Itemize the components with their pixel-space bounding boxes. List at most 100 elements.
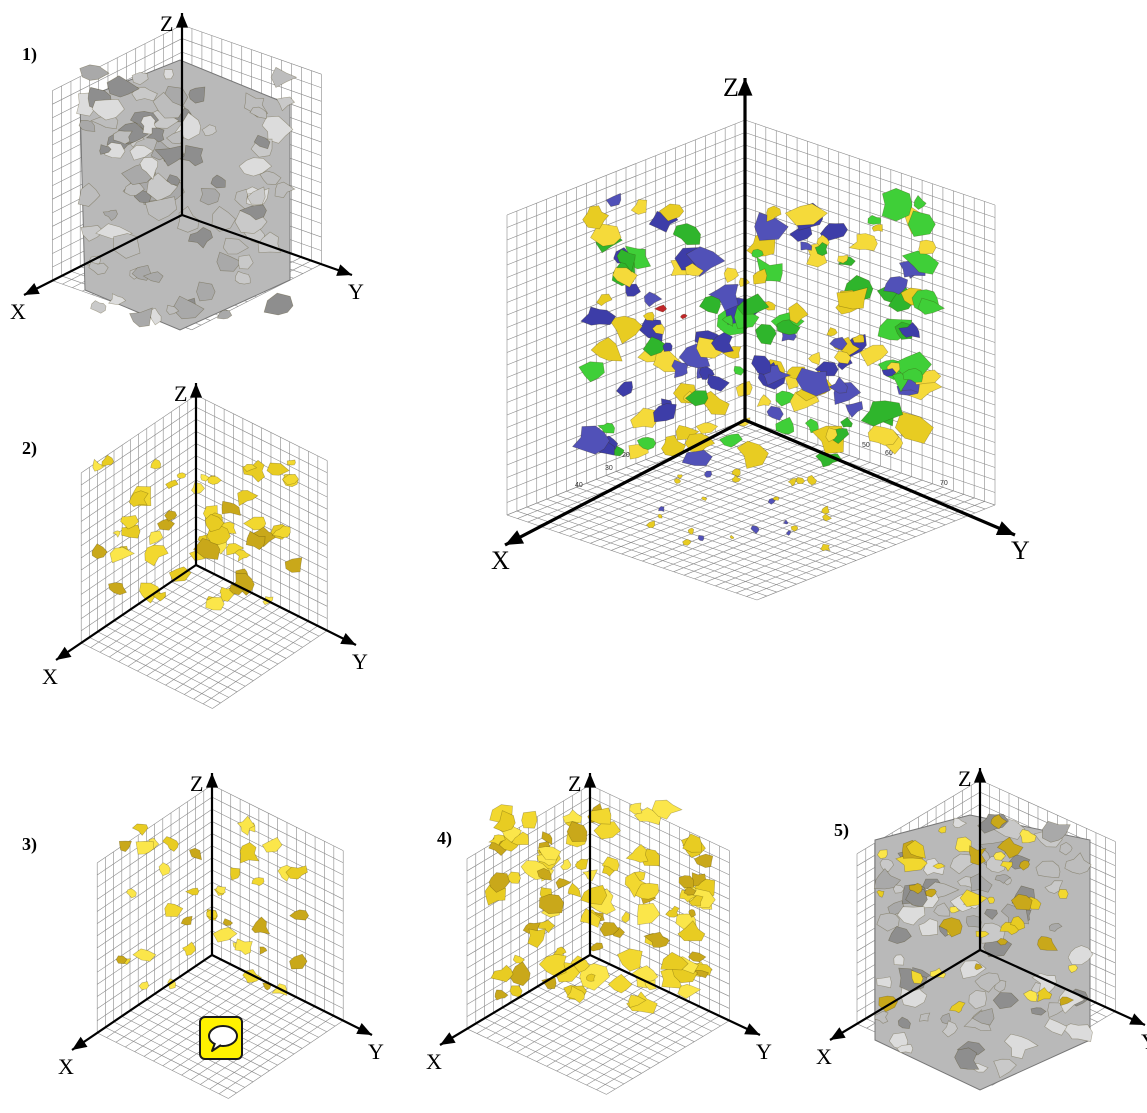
blob	[1057, 889, 1069, 899]
blob	[205, 596, 225, 611]
blob	[896, 1044, 914, 1054]
blob	[630, 407, 658, 429]
blob	[1023, 989, 1038, 1002]
blob	[521, 810, 538, 829]
blob	[837, 254, 849, 264]
blob	[893, 954, 905, 966]
panel-1-x-label: X	[10, 299, 26, 324]
blob	[580, 306, 617, 326]
panel-2-grid-floor	[81, 564, 328, 709]
blob	[628, 994, 647, 1009]
panel-2: Z X Y	[42, 381, 368, 709]
panel-1-y-axis-head	[336, 264, 352, 276]
blob	[814, 242, 828, 257]
blob	[630, 199, 648, 215]
panel-2-y-label: Y	[352, 649, 368, 674]
blob	[678, 875, 694, 889]
blob	[191, 482, 205, 495]
blob	[881, 187, 913, 222]
blob	[188, 227, 213, 249]
blob	[511, 831, 529, 846]
blob	[676, 474, 683, 479]
blob	[1047, 1002, 1064, 1018]
blob	[238, 157, 273, 177]
blob	[593, 821, 621, 840]
blob	[578, 361, 605, 383]
blob	[126, 888, 137, 899]
blob	[673, 478, 682, 484]
blob	[867, 214, 882, 225]
blob	[660, 951, 689, 971]
blob	[877, 849, 888, 859]
blob	[672, 223, 701, 246]
panel-4-x-axis-head	[440, 1032, 456, 1045]
blob	[993, 1058, 1017, 1079]
comment-button[interactable]	[199, 1016, 243, 1060]
blob	[820, 543, 831, 552]
blob	[707, 374, 730, 392]
blob	[131, 72, 149, 86]
blob	[538, 953, 567, 978]
blob	[784, 203, 829, 226]
panel-4-x-axis	[439, 954, 591, 1046]
blob	[776, 319, 801, 336]
blob	[704, 470, 713, 478]
blob	[148, 530, 164, 546]
blob	[723, 267, 739, 284]
blob	[993, 851, 1007, 861]
blob	[79, 64, 110, 81]
blob	[917, 297, 946, 315]
blob	[876, 976, 892, 989]
blob	[1041, 820, 1071, 843]
blob	[541, 831, 553, 846]
blob	[216, 309, 233, 320]
blob	[696, 336, 729, 359]
blob	[222, 918, 234, 926]
blob	[637, 903, 661, 926]
blob	[687, 527, 695, 535]
panel-3-x-axis	[71, 954, 213, 1051]
blob	[131, 823, 149, 836]
blob	[180, 915, 193, 926]
blob	[261, 837, 283, 853]
blob	[221, 500, 241, 516]
blob	[733, 365, 746, 376]
blob	[166, 174, 181, 186]
blob	[806, 474, 817, 486]
blob	[567, 882, 582, 898]
blob	[688, 894, 704, 907]
blob	[766, 405, 784, 421]
blob	[766, 205, 782, 223]
blob	[238, 254, 254, 270]
blob	[974, 963, 983, 971]
panel-4-y-label: Y	[756, 1039, 772, 1064]
blob	[259, 170, 282, 185]
blob	[253, 134, 271, 150]
blob	[992, 992, 1019, 1010]
blob	[271, 525, 291, 539]
panel-2-z-axis-head	[189, 383, 203, 398]
panel-1: Z X Y	[10, 11, 364, 331]
blob	[490, 964, 514, 983]
panel-label-2: 2)	[22, 438, 37, 458]
blob	[582, 205, 610, 230]
blob	[1030, 1007, 1047, 1016]
blob	[795, 367, 831, 397]
blob	[938, 917, 963, 938]
blob	[829, 336, 848, 351]
blob	[210, 174, 226, 189]
blob	[189, 847, 202, 861]
blob	[1018, 860, 1030, 871]
blob	[154, 145, 185, 167]
blob	[907, 210, 936, 237]
blob	[645, 520, 656, 529]
blob	[949, 906, 960, 914]
blob	[158, 862, 171, 877]
blob	[782, 519, 789, 525]
panel-5-y-label: Y	[1141, 1029, 1147, 1054]
blob	[237, 490, 259, 507]
blob	[643, 291, 663, 308]
blob	[184, 887, 200, 896]
panel-main-x-axis-head	[505, 530, 525, 545]
blob	[162, 836, 179, 852]
